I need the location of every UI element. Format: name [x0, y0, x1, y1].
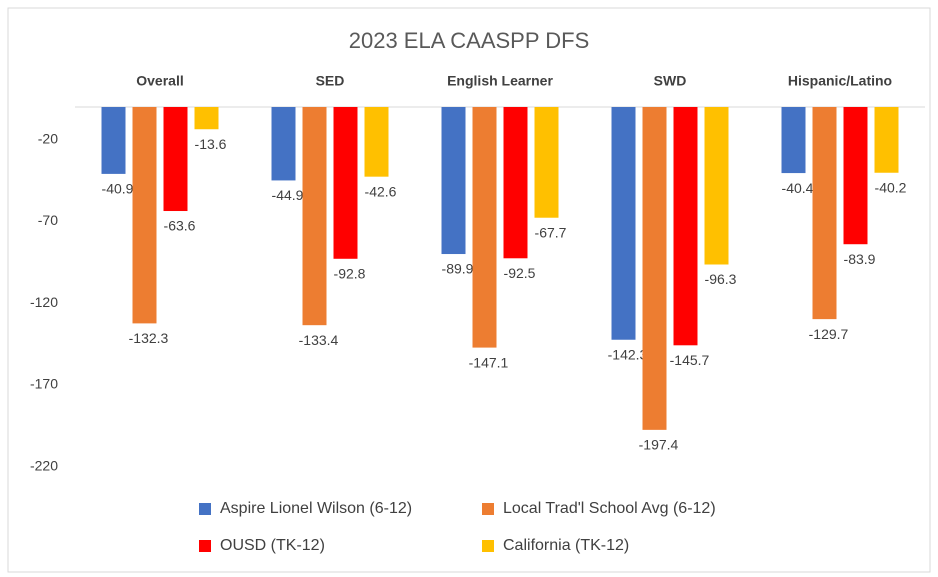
- chart-title: 2023 ELA CAASPP DFS: [349, 28, 590, 53]
- data-label: -89.9: [442, 261, 474, 277]
- y-tick-label: -70: [38, 212, 58, 228]
- data-label: -145.7: [670, 352, 710, 368]
- bar: [843, 107, 868, 245]
- bar: [302, 107, 327, 326]
- legend-swatch: [482, 503, 494, 515]
- category-label: Overall: [136, 73, 183, 89]
- bar: [441, 107, 466, 255]
- data-label: -147.1: [469, 354, 509, 370]
- legend-label: Local Trad'l School Avg (6-12): [503, 500, 716, 517]
- bar: [642, 107, 667, 430]
- legend-label: California (TK-12): [503, 537, 629, 554]
- data-label: -40.2: [875, 179, 907, 195]
- category-label: English Learner: [447, 73, 553, 89]
- bar: [101, 107, 126, 174]
- bar: [704, 107, 729, 265]
- legend-swatch: [199, 540, 211, 552]
- bar: [534, 107, 559, 218]
- y-tick-label: -220: [30, 458, 58, 474]
- y-tick-label: -20: [38, 130, 58, 146]
- data-label: -92.8: [334, 265, 366, 281]
- bar: [333, 107, 358, 259]
- data-label: -96.3: [705, 271, 737, 287]
- category-label: SWD: [654, 73, 687, 89]
- data-label: -132.3: [129, 330, 169, 346]
- bar: [874, 107, 899, 173]
- data-label: -40.4: [782, 180, 814, 196]
- legend-label: Aspire Lionel Wilson (6-12): [220, 500, 412, 517]
- bar: [163, 107, 188, 212]
- bar: [271, 107, 296, 181]
- data-label: -13.6: [195, 136, 227, 152]
- bar: [472, 107, 497, 348]
- bar: [781, 107, 806, 174]
- data-label: -63.6: [164, 218, 196, 234]
- bar: [503, 107, 528, 259]
- data-label: -44.9: [272, 187, 304, 203]
- data-label: -133.4: [299, 332, 339, 348]
- bar: [132, 107, 157, 324]
- legend-swatch: [482, 540, 494, 552]
- data-label: -197.4: [639, 437, 679, 453]
- bar: [611, 107, 636, 340]
- bar: [194, 107, 219, 130]
- category-label: Hispanic/Latino: [788, 73, 892, 89]
- data-label: -129.7: [809, 326, 849, 342]
- bar: [364, 107, 389, 177]
- category-label: SED: [316, 73, 345, 89]
- data-label: -142.3: [608, 346, 648, 362]
- legend-label: OUSD (TK-12): [220, 537, 325, 554]
- bar: [812, 107, 837, 320]
- y-tick-label: -170: [30, 376, 58, 392]
- data-label: -83.9: [844, 251, 876, 267]
- data-label: -40.9: [102, 181, 134, 197]
- data-label: -92.5: [504, 265, 536, 281]
- legend-swatch: [199, 503, 211, 515]
- bar: [673, 107, 698, 346]
- chart-frame: [7, 7, 931, 573]
- data-label: -67.7: [535, 224, 567, 240]
- data-label: -42.6: [365, 183, 397, 199]
- y-tick-label: -120: [30, 294, 58, 310]
